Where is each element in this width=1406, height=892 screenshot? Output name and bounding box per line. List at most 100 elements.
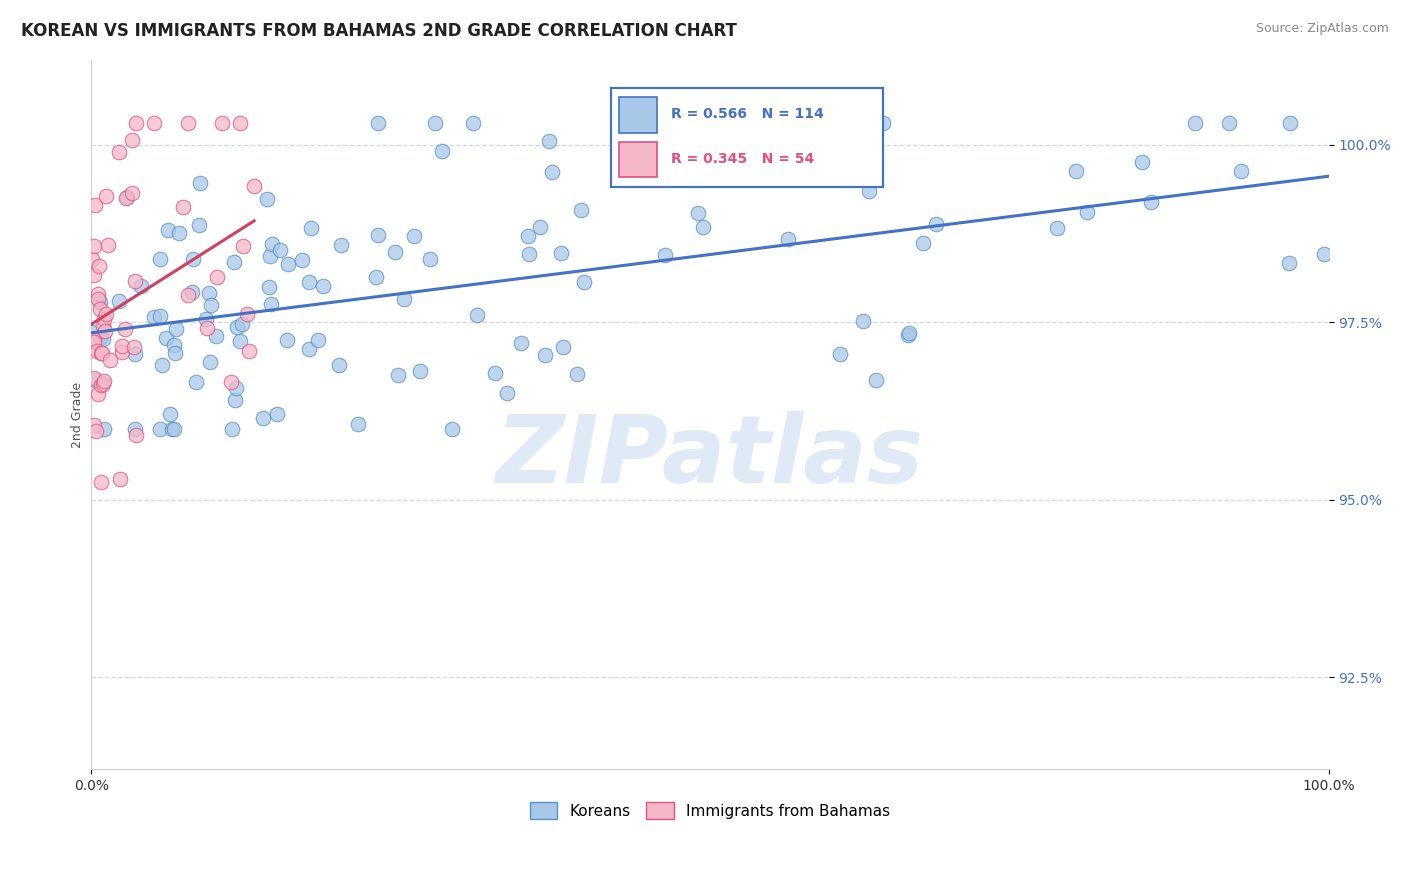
Point: [1278, 116, 1301, 130]
Point: [865, 373, 887, 387]
Point: [776, 232, 799, 246]
Point: [93, 374, 115, 388]
Point: [143, 310, 166, 324]
Point: [87, 387, 110, 401]
Point: [367, 227, 389, 242]
Point: [82, 326, 104, 340]
Point: [392, 292, 415, 306]
Point: [87, 292, 110, 306]
Point: [232, 239, 254, 253]
Point: [115, 190, 138, 204]
Point: [181, 285, 204, 300]
Point: [86, 287, 108, 301]
Point: [219, 376, 242, 390]
Point: [541, 165, 564, 179]
Point: [266, 407, 288, 421]
Point: [537, 134, 560, 148]
Point: [108, 145, 131, 160]
Point: [1140, 195, 1163, 210]
Point: [188, 218, 211, 232]
Point: [260, 297, 283, 311]
Point: [569, 203, 592, 218]
Point: [1064, 163, 1087, 178]
Point: [550, 246, 572, 260]
Point: [150, 358, 173, 372]
Point: [122, 340, 145, 354]
Point: [93, 311, 115, 326]
Point: [229, 334, 252, 348]
Point: [82, 334, 104, 349]
Point: [654, 248, 676, 262]
Point: [90, 346, 112, 360]
Point: [195, 312, 218, 326]
Point: [404, 229, 426, 244]
Point: [572, 275, 595, 289]
Point: [226, 320, 249, 334]
Point: [94, 189, 117, 203]
Point: [149, 309, 172, 323]
Point: [298, 342, 321, 356]
Point: [897, 328, 920, 343]
Point: [91, 377, 114, 392]
Point: [553, 340, 575, 354]
Point: [163, 422, 186, 436]
Point: [269, 243, 291, 257]
Point: [517, 229, 540, 244]
Point: [225, 381, 247, 395]
Point: [91, 319, 114, 334]
Point: [224, 255, 246, 269]
Point: [89, 331, 111, 345]
Point: [409, 364, 432, 378]
Point: [167, 226, 190, 240]
Point: [157, 223, 180, 237]
Point: [346, 417, 368, 431]
Point: [93, 422, 115, 436]
Point: [91, 332, 114, 346]
Point: [484, 366, 506, 380]
Point: [89, 294, 111, 309]
Point: [184, 375, 207, 389]
Point: [496, 385, 519, 400]
Point: [108, 294, 131, 309]
Point: [236, 307, 259, 321]
Point: [177, 288, 200, 302]
Point: [83, 418, 105, 433]
Point: [366, 270, 388, 285]
Point: [465, 309, 488, 323]
Point: [692, 219, 714, 234]
Point: [177, 116, 200, 130]
Point: [163, 346, 186, 360]
Point: [277, 257, 299, 271]
Point: [200, 355, 222, 369]
Point: [257, 280, 280, 294]
Point: [238, 343, 260, 358]
Point: [155, 331, 177, 345]
Point: [872, 116, 894, 130]
Point: [86, 424, 108, 438]
Point: [1218, 116, 1240, 130]
Point: [114, 322, 136, 336]
Point: [276, 334, 298, 348]
Point: [200, 297, 222, 311]
Point: [1076, 204, 1098, 219]
Y-axis label: 2nd Grade: 2nd Grade: [72, 382, 84, 448]
Point: [198, 285, 221, 300]
Point: [205, 329, 228, 343]
Point: [83, 238, 105, 252]
Point: [858, 184, 880, 198]
Point: [211, 116, 233, 130]
Point: [205, 269, 228, 284]
Point: [83, 268, 105, 282]
Point: [115, 190, 138, 204]
Point: [181, 252, 204, 266]
Point: [387, 368, 409, 383]
Point: [83, 371, 105, 385]
Point: [124, 347, 146, 361]
Point: [828, 347, 851, 361]
Point: [172, 200, 194, 214]
Point: [243, 178, 266, 193]
Point: [384, 244, 406, 259]
Point: [298, 275, 321, 289]
Point: [160, 422, 183, 436]
Text: Source: ZipAtlas.com: Source: ZipAtlas.com: [1256, 22, 1389, 36]
